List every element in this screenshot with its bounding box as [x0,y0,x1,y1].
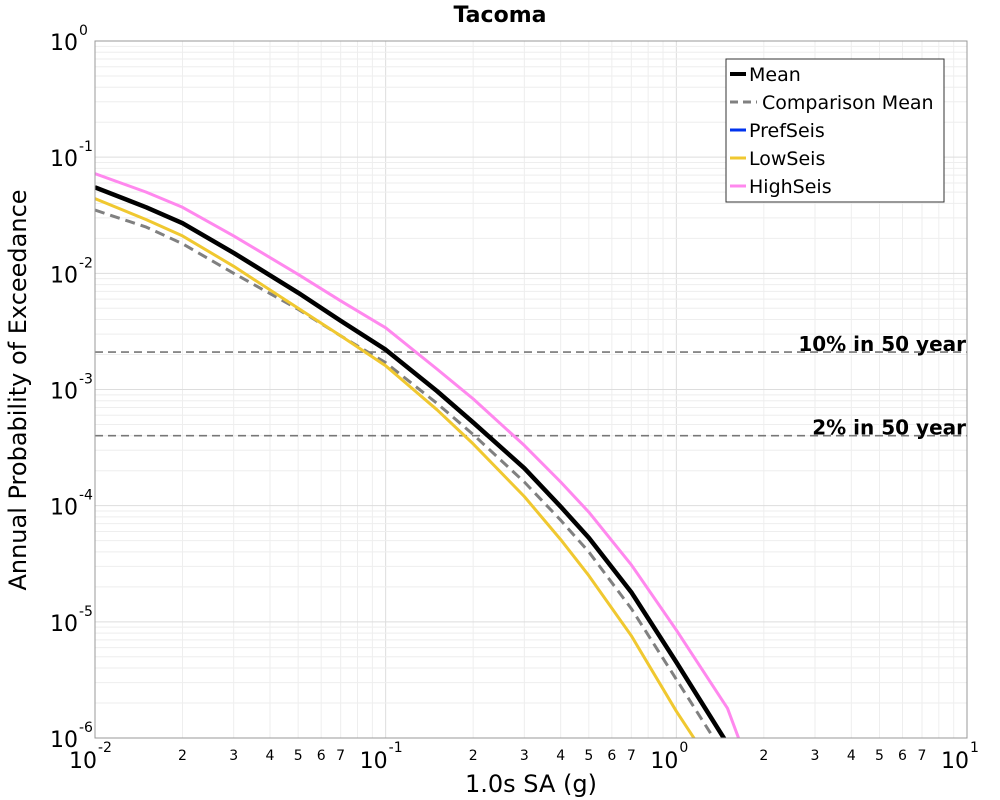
x-minor-tick-label: 7 [918,748,927,764]
x-minor-tick-label: 5 [875,748,884,764]
reference-line-label: 2% in 50 year [812,416,966,440]
x-major-tick-base: 10 [650,749,678,774]
x-minor-tick-label: 5 [294,748,303,764]
x-major-tick-base: 10 [360,749,388,774]
x-major-tick-exponent: 0 [679,740,688,756]
y-major-tick-base: 10 [50,263,78,288]
x-minor-tick-label: 3 [811,748,820,764]
chart-title: Tacoma [454,3,547,28]
y-major-tick-exponent: -5 [79,604,93,620]
y-major-tick-base: 10 [50,31,78,56]
x-major-tick-base: 10 [69,749,97,774]
legend-entry-label: PrefSeis [749,120,825,142]
y-major-tick-base: 10 [50,380,78,405]
x-major-tick-exponent: 1 [970,740,979,756]
y-major-tick-exponent: -4 [79,488,93,504]
legend-entry-label: HighSeis [749,176,832,198]
x-minor-tick-label: 7 [627,748,636,764]
reference-lines: 10% in 50 year 2% in 50 year [95,332,967,440]
y-major-tick-base: 10 [50,612,78,637]
x-minor-tick-label: 4 [847,748,856,764]
legend-entry-label: Comparison Mean [762,92,934,114]
x-minor-tick-label: 4 [266,748,275,764]
series-line-lowseis [95,197,696,738]
x-axis-label: 1.0s SA (g) [465,770,597,798]
x-minor-tick-label: 5 [584,748,593,764]
x-major-tick-exponent: -1 [389,740,403,756]
y-major-tick-exponent: -6 [79,720,93,736]
x-major-tick-exponent: -2 [98,740,112,756]
series-line-mean [95,185,727,738]
x-minor-tick-label: 3 [229,748,238,764]
legend-entry-label: LowSeis [749,148,825,170]
legend: Mean Comparison Mean PrefSeis LowSeis HighSe… [725,58,945,203]
x-minor-tick-label: 2 [469,748,478,764]
y-major-tick-base: 10 [50,728,78,753]
y-major-tick-base: 10 [50,147,78,172]
series-line-highseis [95,172,741,738]
plot-frame [94,40,968,739]
legend-entry-label: Mean [749,64,801,86]
x-major-tick-base: 10 [941,749,969,774]
x-minor-tick-label: 2 [178,748,187,764]
y-axis-label: Annual Probability of Exceedance [4,189,32,590]
x-minor-tick-label: 4 [556,748,565,764]
grid-lines [94,41,967,739]
y-major-tick-base: 10 [50,496,78,521]
reference-line-label: 10% in 50 year [798,332,966,356]
y-major-tick-exponent: -2 [79,255,93,271]
series-line-comparison-mean [95,208,716,738]
x-minor-tick-label: 6 [898,748,907,764]
x-minor-tick-label: 2 [759,748,768,764]
y-major-tick-exponent: 0 [79,23,88,39]
curves [95,172,741,738]
legend-box [725,58,945,203]
y-major-tick-exponent: -1 [79,139,93,155]
x-minor-tick-label: 7 [336,748,345,764]
x-minor-tick-label: 6 [317,748,326,764]
x-minor-tick-label: 6 [607,748,616,764]
x-minor-tick-label: 3 [520,748,529,764]
y-major-tick-exponent: -3 [79,372,93,388]
